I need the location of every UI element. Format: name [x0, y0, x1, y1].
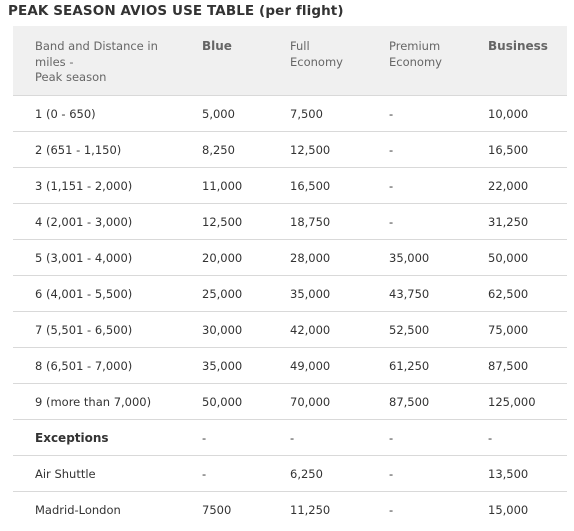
header-premium-line1: Premium: [389, 39, 441, 53]
cell-business: 75,000: [488, 323, 529, 337]
cell-blue: 7500: [202, 503, 232, 517]
cell-premium-economy: -: [389, 215, 394, 229]
header-band-line1: Band and Distance in: [35, 39, 158, 53]
cell-business: 62,500: [488, 287, 529, 301]
cell-full-economy: 70,000: [290, 395, 331, 409]
cell-premium-economy: 43,750: [389, 287, 430, 301]
cell-band: 9 (more than 7,000): [35, 395, 152, 409]
cell-premium-economy: -: [389, 467, 394, 481]
cell-band: 2 (651 - 1,150): [35, 143, 122, 157]
cell-business: 22,000: [488, 179, 529, 193]
cell-band: 1 (0 - 650): [35, 107, 96, 121]
table-title: PEAK SEASON AVIOS USE TABLE (per flight): [8, 3, 344, 19]
cell-full-economy: 35,000: [290, 287, 331, 301]
cell-premium-economy: -: [389, 143, 394, 157]
table-row: 6 (4,001 - 5,500) 25,000 35,000 43,750 6…: [13, 275, 567, 311]
cell-blue: 11,000: [202, 179, 243, 193]
cell-blue: 20,000: [202, 251, 243, 265]
cell-blue: 12,500: [202, 215, 243, 229]
cell-full-economy: 18,750: [290, 215, 331, 229]
cell-blue: 8,250: [202, 143, 235, 157]
header-full-line1: Full: [290, 39, 310, 53]
header-premium-line2: Economy: [389, 54, 442, 69]
cell-blue: 5,000: [202, 107, 235, 121]
table-header-row: Band and Distance in miles - Peak season…: [13, 26, 567, 95]
cell-premium-economy: -: [389, 431, 394, 445]
cell-full-economy: 49,000: [290, 359, 331, 373]
cell-band: Madrid-London: [35, 503, 121, 517]
cell-business: 15,000: [488, 503, 529, 517]
cell-full-economy: -: [290, 431, 295, 445]
cell-business: 10,000: [488, 107, 529, 121]
cell-band: Air Shuttle: [35, 467, 96, 481]
cell-full-economy: 28,000: [290, 251, 331, 265]
cell-business: 31,250: [488, 215, 529, 229]
cell-business: -: [488, 431, 493, 445]
cell-blue: 35,000: [202, 359, 243, 373]
table-row: 7 (5,501 - 6,500) 30,000 42,000 52,500 7…: [13, 311, 567, 347]
cell-full-economy: 11,250: [290, 503, 331, 517]
cell-business: 13,500: [488, 467, 529, 481]
cell-premium-economy: 52,500: [389, 323, 430, 337]
header-business: Business: [488, 39, 548, 53]
cell-band: 8 (6,501 - 7,000): [35, 359, 133, 373]
cell-full-economy: 42,000: [290, 323, 331, 337]
table-row: 4 (2,001 - 3,000) 12,500 18,750 - 31,250: [13, 203, 567, 239]
cell-premium-economy: 35,000: [389, 251, 430, 265]
header-full-line2: Economy: [290, 54, 343, 69]
cell-full-economy: 6,250: [290, 467, 323, 481]
avios-table: Band and Distance in miles - Peak season…: [13, 26, 567, 531]
table-row: 9 (more than 7,000) 50,000 70,000 87,500…: [13, 383, 567, 419]
cell-business: 16,500: [488, 143, 529, 157]
cell-band: 3 (1,151 - 2,000): [35, 179, 133, 193]
cell-band: Exceptions: [35, 431, 109, 445]
header-full-economy: Full Economy: [290, 39, 343, 70]
cell-premium-economy: 61,250: [389, 359, 430, 373]
cell-premium-economy: -: [389, 179, 394, 193]
header-band: Band and Distance in miles - Peak season: [35, 39, 158, 86]
table-row: 5 (3,001 - 4,000) 20,000 28,000 35,000 5…: [13, 239, 567, 275]
cell-blue: 50,000: [202, 395, 243, 409]
cell-business: 125,000: [488, 395, 536, 409]
header-band-line3: Peak season: [35, 70, 107, 84]
cell-blue: -: [202, 431, 207, 445]
cell-band: 6 (4,001 - 5,500): [35, 287, 133, 301]
cell-premium-economy: 87,500: [389, 395, 430, 409]
cell-band: 4 (2,001 - 3,000): [35, 215, 133, 229]
cell-premium-economy: -: [389, 107, 394, 121]
cell-blue: 30,000: [202, 323, 243, 337]
cell-blue: -: [202, 467, 207, 481]
cell-band: 7 (5,501 - 6,500): [35, 323, 133, 337]
cell-band: 5 (3,001 - 4,000): [35, 251, 133, 265]
header-premium-economy: Premium Economy: [389, 39, 442, 70]
table-row: Air Shuttle - 6,250 - 13,500: [13, 455, 567, 491]
table-row: 8 (6,501 - 7,000) 35,000 49,000 61,250 8…: [13, 347, 567, 383]
cell-full-economy: 16,500: [290, 179, 331, 193]
table-row: 2 (651 - 1,150) 8,250 12,500 - 16,500: [13, 131, 567, 167]
table-row: Madrid-London 7500 11,250 - 15,000: [13, 491, 567, 527]
cell-blue: 25,000: [202, 287, 243, 301]
cell-business: 50,000: [488, 251, 529, 265]
table-row: 3 (1,151 - 2,000) 11,000 16,500 - 22,000: [13, 167, 567, 203]
header-blue: Blue: [202, 39, 232, 53]
cell-full-economy: 7,500: [290, 107, 323, 121]
cell-business: 87,500: [488, 359, 529, 373]
cell-full-economy: 12,500: [290, 143, 331, 157]
cell-premium-economy: -: [389, 503, 394, 517]
table-row: 1 (0 - 650) 5,000 7,500 - 10,000: [13, 95, 567, 131]
table-row-exceptions: Exceptions - - - -: [13, 419, 567, 455]
header-band-line2: miles -: [35, 54, 74, 69]
